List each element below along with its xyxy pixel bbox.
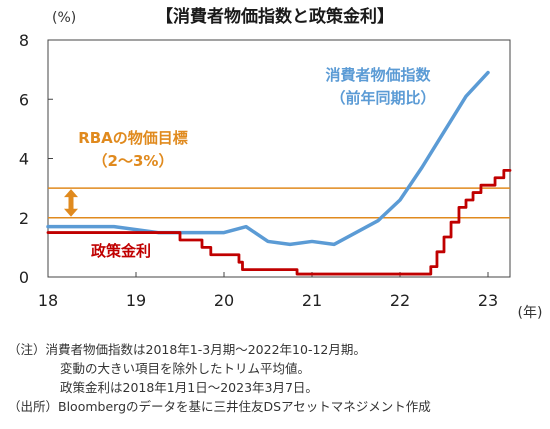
chart-title: 【消費者物価指数と政策金利】 bbox=[156, 7, 394, 27]
cpi-series-label: 消費者物価指数 bbox=[325, 66, 431, 84]
x-tick-label: 18 bbox=[38, 291, 58, 310]
series-line-cpi bbox=[46, 70, 490, 247]
note-source: （出所）Bloombergのデータを基に三井住友DSアセットマネジメント作成 bbox=[8, 399, 431, 414]
x-tick-label: 23 bbox=[478, 291, 498, 310]
chart-area: 0 2 4 6 8 (%) 18 19 20 21 22 23 (年) 消費者物価指数 （前年同期比） RBA… bbox=[19, 10, 543, 321]
y-axis-unit: (%) bbox=[52, 10, 76, 26]
x-tick-label: 19 bbox=[126, 291, 146, 310]
note-cpi-period: （注）消費者物価指数は2018年1-3月期～2022年10-12月期。 bbox=[8, 342, 366, 357]
target-band-arrow-head-up bbox=[64, 189, 78, 198]
policy-rate-label: 政策金利 bbox=[91, 242, 151, 260]
x-tick-label: 21 bbox=[302, 291, 322, 310]
y-tick-label: 0 bbox=[19, 268, 29, 287]
x-tick-label: 22 bbox=[390, 291, 410, 310]
rba-target-label: RBAの物価目標 bbox=[78, 129, 188, 147]
y-tick-label: 8 bbox=[19, 31, 29, 50]
y-tick-label: 2 bbox=[19, 209, 29, 228]
rba-target-sublabel: （2～3%） bbox=[93, 152, 174, 170]
cpi-series-sublabel: （前年同期比） bbox=[330, 89, 435, 107]
y-tick-label: 4 bbox=[19, 150, 29, 169]
footnotes: （注）消費者物価指数は2018年1-3月期～2022年10-12月期。 変動の大… bbox=[8, 340, 431, 416]
target-band-arrow-head-down bbox=[64, 208, 78, 217]
note-trimmed-mean: 変動の大きい項目を除外したトリム平均値。 bbox=[60, 361, 311, 376]
note-rate-period: 政策金利は2018年1月1日～2023年3月7日。 bbox=[60, 380, 318, 395]
x-tick-label: 20 bbox=[214, 291, 234, 310]
series-line-policy-rate bbox=[46, 168, 512, 276]
x-axis-unit: (年) bbox=[518, 305, 543, 321]
y-tick-label: 6 bbox=[19, 90, 29, 109]
